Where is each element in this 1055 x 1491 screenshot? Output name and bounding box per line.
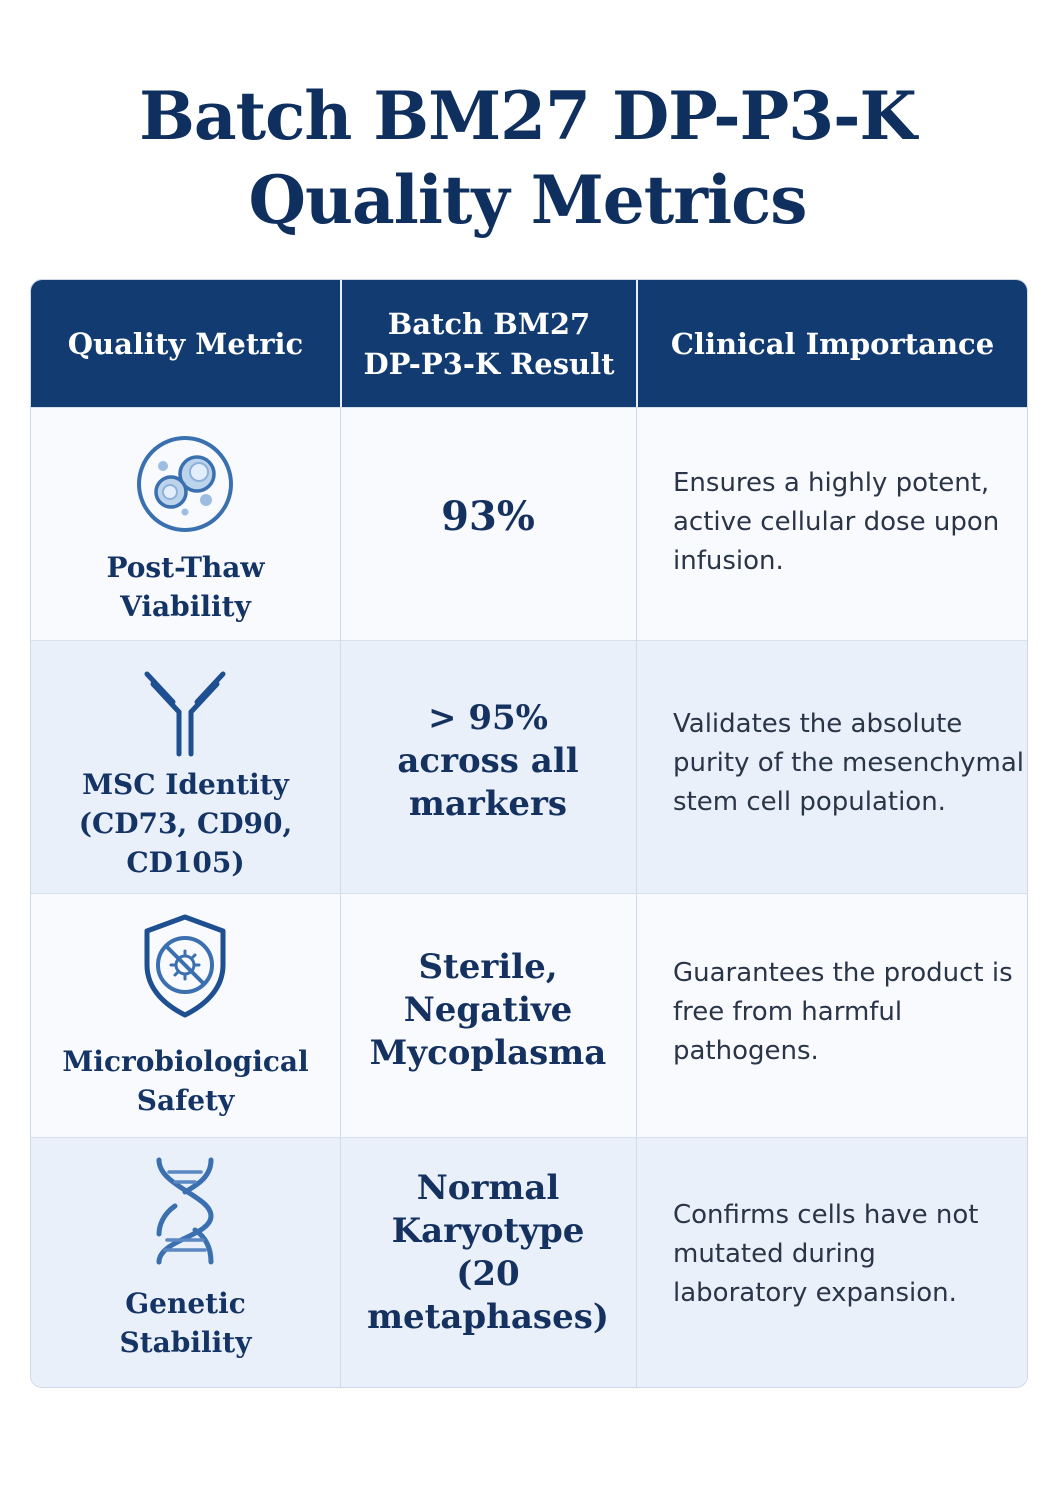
title-line-1: Batch BM27 DP-P3-K xyxy=(139,77,917,155)
metric-label-line: Genetic xyxy=(125,1287,246,1320)
header-quality-metric: Quality Metric xyxy=(67,326,304,361)
shield-virus-icon xyxy=(135,914,235,1018)
metric-cell: Genetic Stability xyxy=(31,1138,340,1387)
importance-line: mutated during xyxy=(673,1239,876,1269)
quality-metrics-table: Quality Metric Batch BM27 DP-P3-K Result… xyxy=(30,279,1028,1388)
table-row-safety: Microbiological Safety Sterile, Negative… xyxy=(31,893,1027,1137)
importance-cell: Ensures a highly potent, active cellular… xyxy=(673,464,1018,581)
metric-label-line: Microbiological xyxy=(62,1045,309,1078)
result-cell: > 95% across all markers xyxy=(340,641,636,881)
result-value: Karyotype xyxy=(391,1211,585,1251)
table-row-genetic: Genetic Stability Normal Karyotype (20 m… xyxy=(31,1137,1027,1387)
metric-cell: Post-Thaw Viability xyxy=(31,408,340,640)
metric-label-line: Safety xyxy=(136,1084,235,1117)
importance-line: free from harmful xyxy=(673,997,903,1027)
result-value: Mycoplasma xyxy=(369,1032,607,1073)
header-result-line-1: Batch BM27 xyxy=(387,306,591,341)
result-value: 93% xyxy=(441,492,535,540)
metric-label-line: Post-Thaw xyxy=(106,551,265,584)
importance-line: Validates the absolute xyxy=(673,709,963,739)
metric-label: MSC Identity (CD73, CD90, CD105) xyxy=(31,765,340,882)
header-result-line-2: DP-P3-K Result xyxy=(363,346,615,381)
importance-line: stem cell population. xyxy=(673,787,946,817)
title-line-2: Quality Metrics xyxy=(248,161,808,239)
metric-label-line: CD105) xyxy=(126,846,245,879)
metric-label: Post-Thaw Viability xyxy=(31,548,340,626)
result-value: Sterile, xyxy=(418,946,558,987)
metric-label-line: (CD73, CD90, xyxy=(78,807,293,840)
metric-label: Microbiological Safety xyxy=(31,1042,340,1120)
importance-line: Ensures a highly potent, xyxy=(673,468,990,498)
column-divider xyxy=(340,407,341,1387)
metric-label-line: Viability xyxy=(120,590,251,623)
importance-line: purity of the mesenchymal xyxy=(673,748,1024,778)
metric-label-line: Stability xyxy=(119,1326,252,1359)
result-cell: Normal Karyotype (20 metaphases) xyxy=(340,1138,636,1368)
table-row-identity: MSC Identity (CD73, CD90, CD105) > 95% a… xyxy=(31,640,1027,893)
antibody-icon xyxy=(135,662,235,762)
result-cell: Sterile, Negative Mycoplasma xyxy=(340,894,636,1126)
table-header: Quality Metric Batch BM27 DP-P3-K Result… xyxy=(31,280,1027,407)
importance-cell: Confirms cells have not mutated during l… xyxy=(673,1196,1018,1313)
header-clinical-importance: Clinical Importance xyxy=(636,280,1027,407)
table-row-viability: Post-Thaw Viability 93% Ensures a highly… xyxy=(31,407,1027,640)
page-title: Batch BM27 DP-P3-K Quality Metrics xyxy=(0,74,1055,242)
result-value: across all xyxy=(397,740,579,781)
metric-cell: MSC Identity (CD73, CD90, CD105) xyxy=(31,641,340,893)
result-value: (20 metaphases) xyxy=(367,1254,609,1337)
metric-label: Genetic Stability xyxy=(31,1284,340,1362)
importance-line: laboratory expansion. xyxy=(673,1278,957,1308)
importance-line: Guarantees the product is xyxy=(673,958,1013,988)
result-value: > 95% xyxy=(428,697,548,738)
metric-label-line: MSC Identity xyxy=(82,768,289,801)
importance-line: active cellular dose upon xyxy=(673,507,1000,537)
importance-line: Confirms cells have not xyxy=(673,1200,979,1230)
cells-icon xyxy=(135,434,235,534)
importance-line: pathogens. xyxy=(673,1036,819,1066)
column-divider xyxy=(636,407,637,1387)
metric-cell: Microbiological Safety xyxy=(31,894,340,1137)
result-value: markers xyxy=(408,783,568,824)
result-cell: 93% xyxy=(340,408,636,624)
importance-cell: Validates the absolute purity of the mes… xyxy=(673,705,1024,822)
importance-cell: Guarantees the product is free from harm… xyxy=(673,954,1018,1071)
result-value: Negative xyxy=(403,989,573,1030)
importance-line: infusion. xyxy=(673,546,784,576)
result-value: Normal xyxy=(416,1168,560,1208)
dna-icon xyxy=(135,1157,235,1265)
header-batch-result: Batch BM27 DP-P3-K Result xyxy=(340,280,636,407)
